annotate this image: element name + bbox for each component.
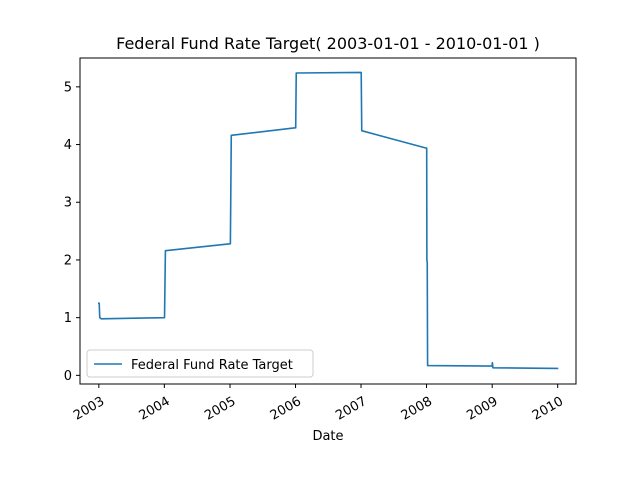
y-tick-label: 1 (64, 311, 72, 326)
y-tick-label: 4 (64, 138, 72, 153)
y-tick-label: 3 (64, 196, 72, 211)
series-line-0 (98, 71, 559, 370)
legend-label-federal-fund-rate-target: Federal Fund Rate Target (131, 358, 293, 373)
plot-frame (79, 57, 577, 385)
x-axis-label: Date (312, 429, 343, 444)
y-axis: 0 1 2 3 4 5 (64, 80, 80, 384)
y-tick-label: 2 (64, 253, 72, 268)
y-tick-label: 0 (64, 369, 72, 384)
plot-area (98, 71, 559, 370)
chart-title: Federal Fund Rate Target( 2003-01-01 - 2… (116, 34, 540, 53)
legend-box (86, 349, 314, 378)
y-tick-label: 5 (64, 80, 72, 95)
legend: Federal Fund Rate Target (86, 349, 314, 378)
